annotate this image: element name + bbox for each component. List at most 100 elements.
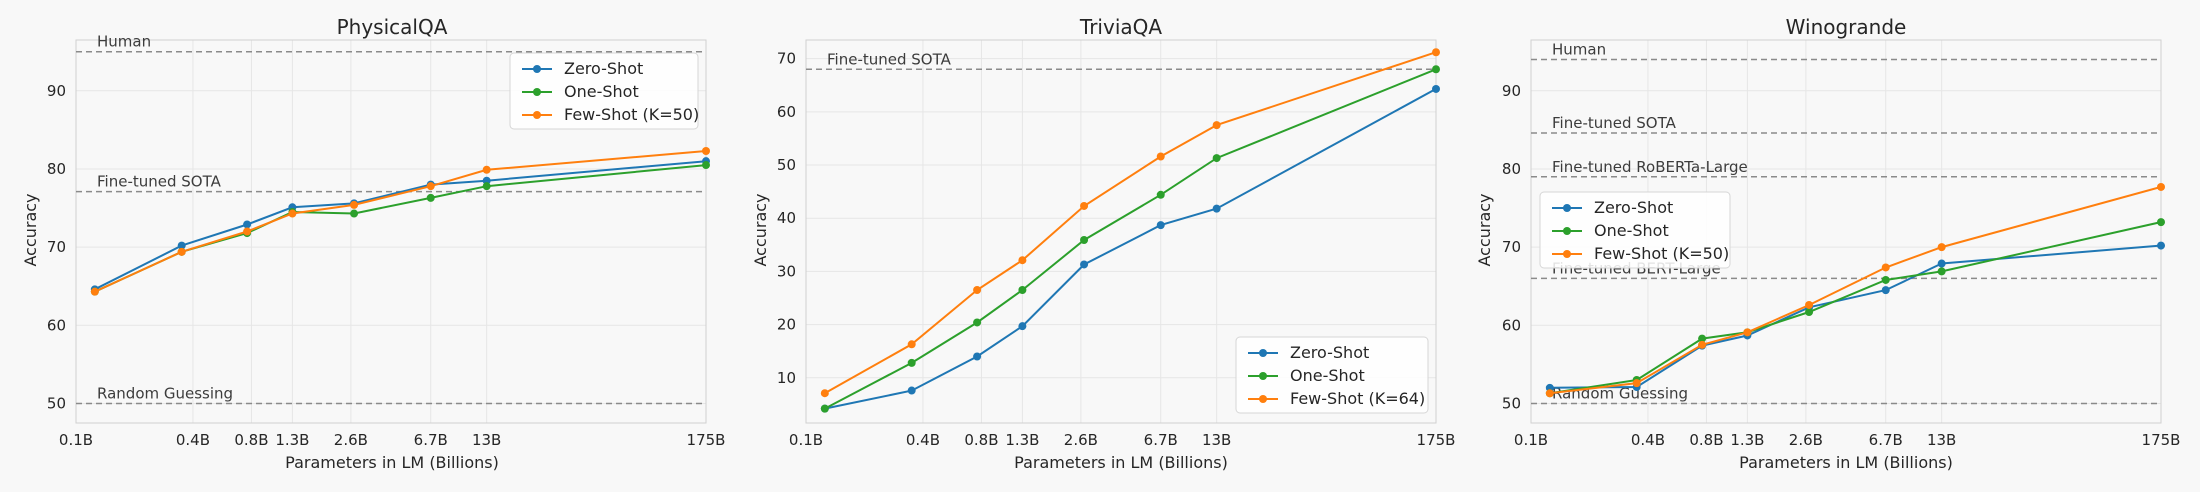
data-point <box>243 220 252 229</box>
y-tick-label: 50 <box>777 156 796 174</box>
x-tick-label: 2.6B <box>1064 431 1098 449</box>
legend-swatch-marker <box>533 88 541 96</box>
legend-entry-label: Few-Shot (K=50) <box>1594 244 1729 263</box>
legend-swatch-marker <box>1563 250 1571 258</box>
data-point <box>2157 218 2165 227</box>
data-point <box>1545 383 1554 392</box>
series-line <box>94 160 707 291</box>
x-tick-label: 175B <box>687 431 726 449</box>
data-point <box>350 209 359 218</box>
y-tick-label: 60 <box>47 316 66 334</box>
y-tick-label: 40 <box>777 209 796 227</box>
data-point <box>426 182 435 191</box>
data-point <box>1432 48 1440 57</box>
series-line <box>1549 221 2162 395</box>
chart-panel-winogrande: 50 60 70 80 90 0.1B 0.4B 0.8B 1.3B 2.6B 6.7B 13B 175… <box>1475 15 2180 472</box>
legend-swatch-marker <box>1563 204 1571 212</box>
data-point <box>820 404 829 413</box>
data-point <box>907 358 916 367</box>
data-point <box>973 352 982 361</box>
y-tick-label: 20 <box>777 316 796 334</box>
series-line <box>94 150 707 293</box>
data-point <box>973 318 982 327</box>
plot-frame <box>805 39 1437 424</box>
series-line <box>824 51 1437 395</box>
data-point <box>1698 334 1707 343</box>
reference-line-label: Human <box>1552 41 1606 59</box>
data-point <box>482 182 491 191</box>
data-point <box>1937 267 1946 276</box>
data-point <box>288 209 297 218</box>
x-tick-label: 1.3B <box>1005 431 1039 449</box>
reference-line-label: Fine-tuned RoBERTa-Large <box>1552 158 1748 176</box>
x-tick-label: 0.4B <box>1631 431 1665 449</box>
legend-swatch-marker <box>1563 227 1571 235</box>
x-tick-label: 175B <box>2142 431 2181 449</box>
data-point <box>1805 308 1814 317</box>
legend-swatch-marker <box>1259 349 1267 357</box>
data-point <box>907 340 916 349</box>
y-tick-label: 70 <box>1502 238 1521 256</box>
data-point <box>1937 259 1946 268</box>
legend-entry-label: One-Shot <box>1594 221 1669 240</box>
data-point <box>177 247 186 256</box>
reference-line-label: Human <box>97 33 151 51</box>
x-axis-label: Parameters in LM (Billions) <box>285 453 499 472</box>
data-point <box>1545 389 1554 398</box>
x-tick-label: 0.4B <box>906 431 940 449</box>
y-axis-label: Accuracy <box>21 193 40 266</box>
data-point <box>2157 182 2165 191</box>
series-line <box>1549 185 2162 395</box>
data-point <box>1698 340 1707 349</box>
legend-entry-label: Zero-Shot <box>1594 198 1673 217</box>
x-tick-label: 6.7B <box>1144 431 1178 449</box>
x-tick-label: 0.8B <box>234 431 268 449</box>
data-point <box>702 146 710 155</box>
data-point <box>1432 84 1440 93</box>
legend-entry-label: Few-Shot (K=50) <box>564 105 699 124</box>
legend: Zero-Shot One-Shot Few-Shot (K=64) <box>1235 336 1429 414</box>
chart-title: PhysicalQA <box>337 15 448 39</box>
data-point <box>90 287 99 296</box>
legend-swatch-marker <box>1259 372 1267 380</box>
chart-title: TriviaQA <box>1079 15 1162 39</box>
data-point <box>1018 256 1027 265</box>
chart-title: Winogrande <box>1786 15 1907 39</box>
data-point <box>702 161 710 170</box>
legend-box <box>1539 191 1731 269</box>
data-point <box>1156 190 1165 199</box>
reference-line-label: Random Guessing <box>97 384 233 402</box>
x-tick-label: 0.1B <box>789 431 823 449</box>
legend-box <box>509 52 699 130</box>
data-point <box>973 286 982 295</box>
data-point <box>1212 204 1221 213</box>
data-point <box>820 389 829 398</box>
y-tick-label: 30 <box>777 262 796 280</box>
reference-line-label: Fine-tuned SOTA <box>827 50 952 68</box>
y-tick-label: 80 <box>1502 160 1521 178</box>
data-point <box>1881 275 1890 284</box>
chart-panel-triviaqa: 10 20 30 40 50 60 70 0.1B 0.4B 0.8B 1.3B 2.6B 6.7B 13… <box>751 15 1455 472</box>
x-tick-label: 6.7B <box>414 431 448 449</box>
y-axis-label: Accuracy <box>1475 193 1494 266</box>
data-point <box>482 165 491 174</box>
y-tick-label: 60 <box>1502 316 1521 334</box>
legend-entry-label: One-Shot <box>564 82 639 101</box>
data-point <box>1881 286 1890 295</box>
legend-entry-label: Zero-Shot <box>1290 343 1369 362</box>
plot-frame <box>1530 39 2162 424</box>
data-point <box>907 386 916 395</box>
data-point <box>1743 328 1752 337</box>
y-tick-label: 80 <box>47 160 66 178</box>
data-point <box>482 176 491 185</box>
x-tick-label: 0.8B <box>1689 431 1723 449</box>
x-tick-label: 1.3B <box>1730 431 1764 449</box>
x-tick-label: 0.8B <box>964 431 998 449</box>
plot-frame <box>75 39 707 424</box>
y-tick-label: 50 <box>1502 394 1521 412</box>
legend-box <box>1235 336 1429 414</box>
data-point <box>1937 243 1946 252</box>
data-point <box>1080 260 1089 269</box>
data-point <box>1432 65 1440 74</box>
legend: Zero-Shot One-Shot Few-Shot (K=50) <box>509 52 699 130</box>
